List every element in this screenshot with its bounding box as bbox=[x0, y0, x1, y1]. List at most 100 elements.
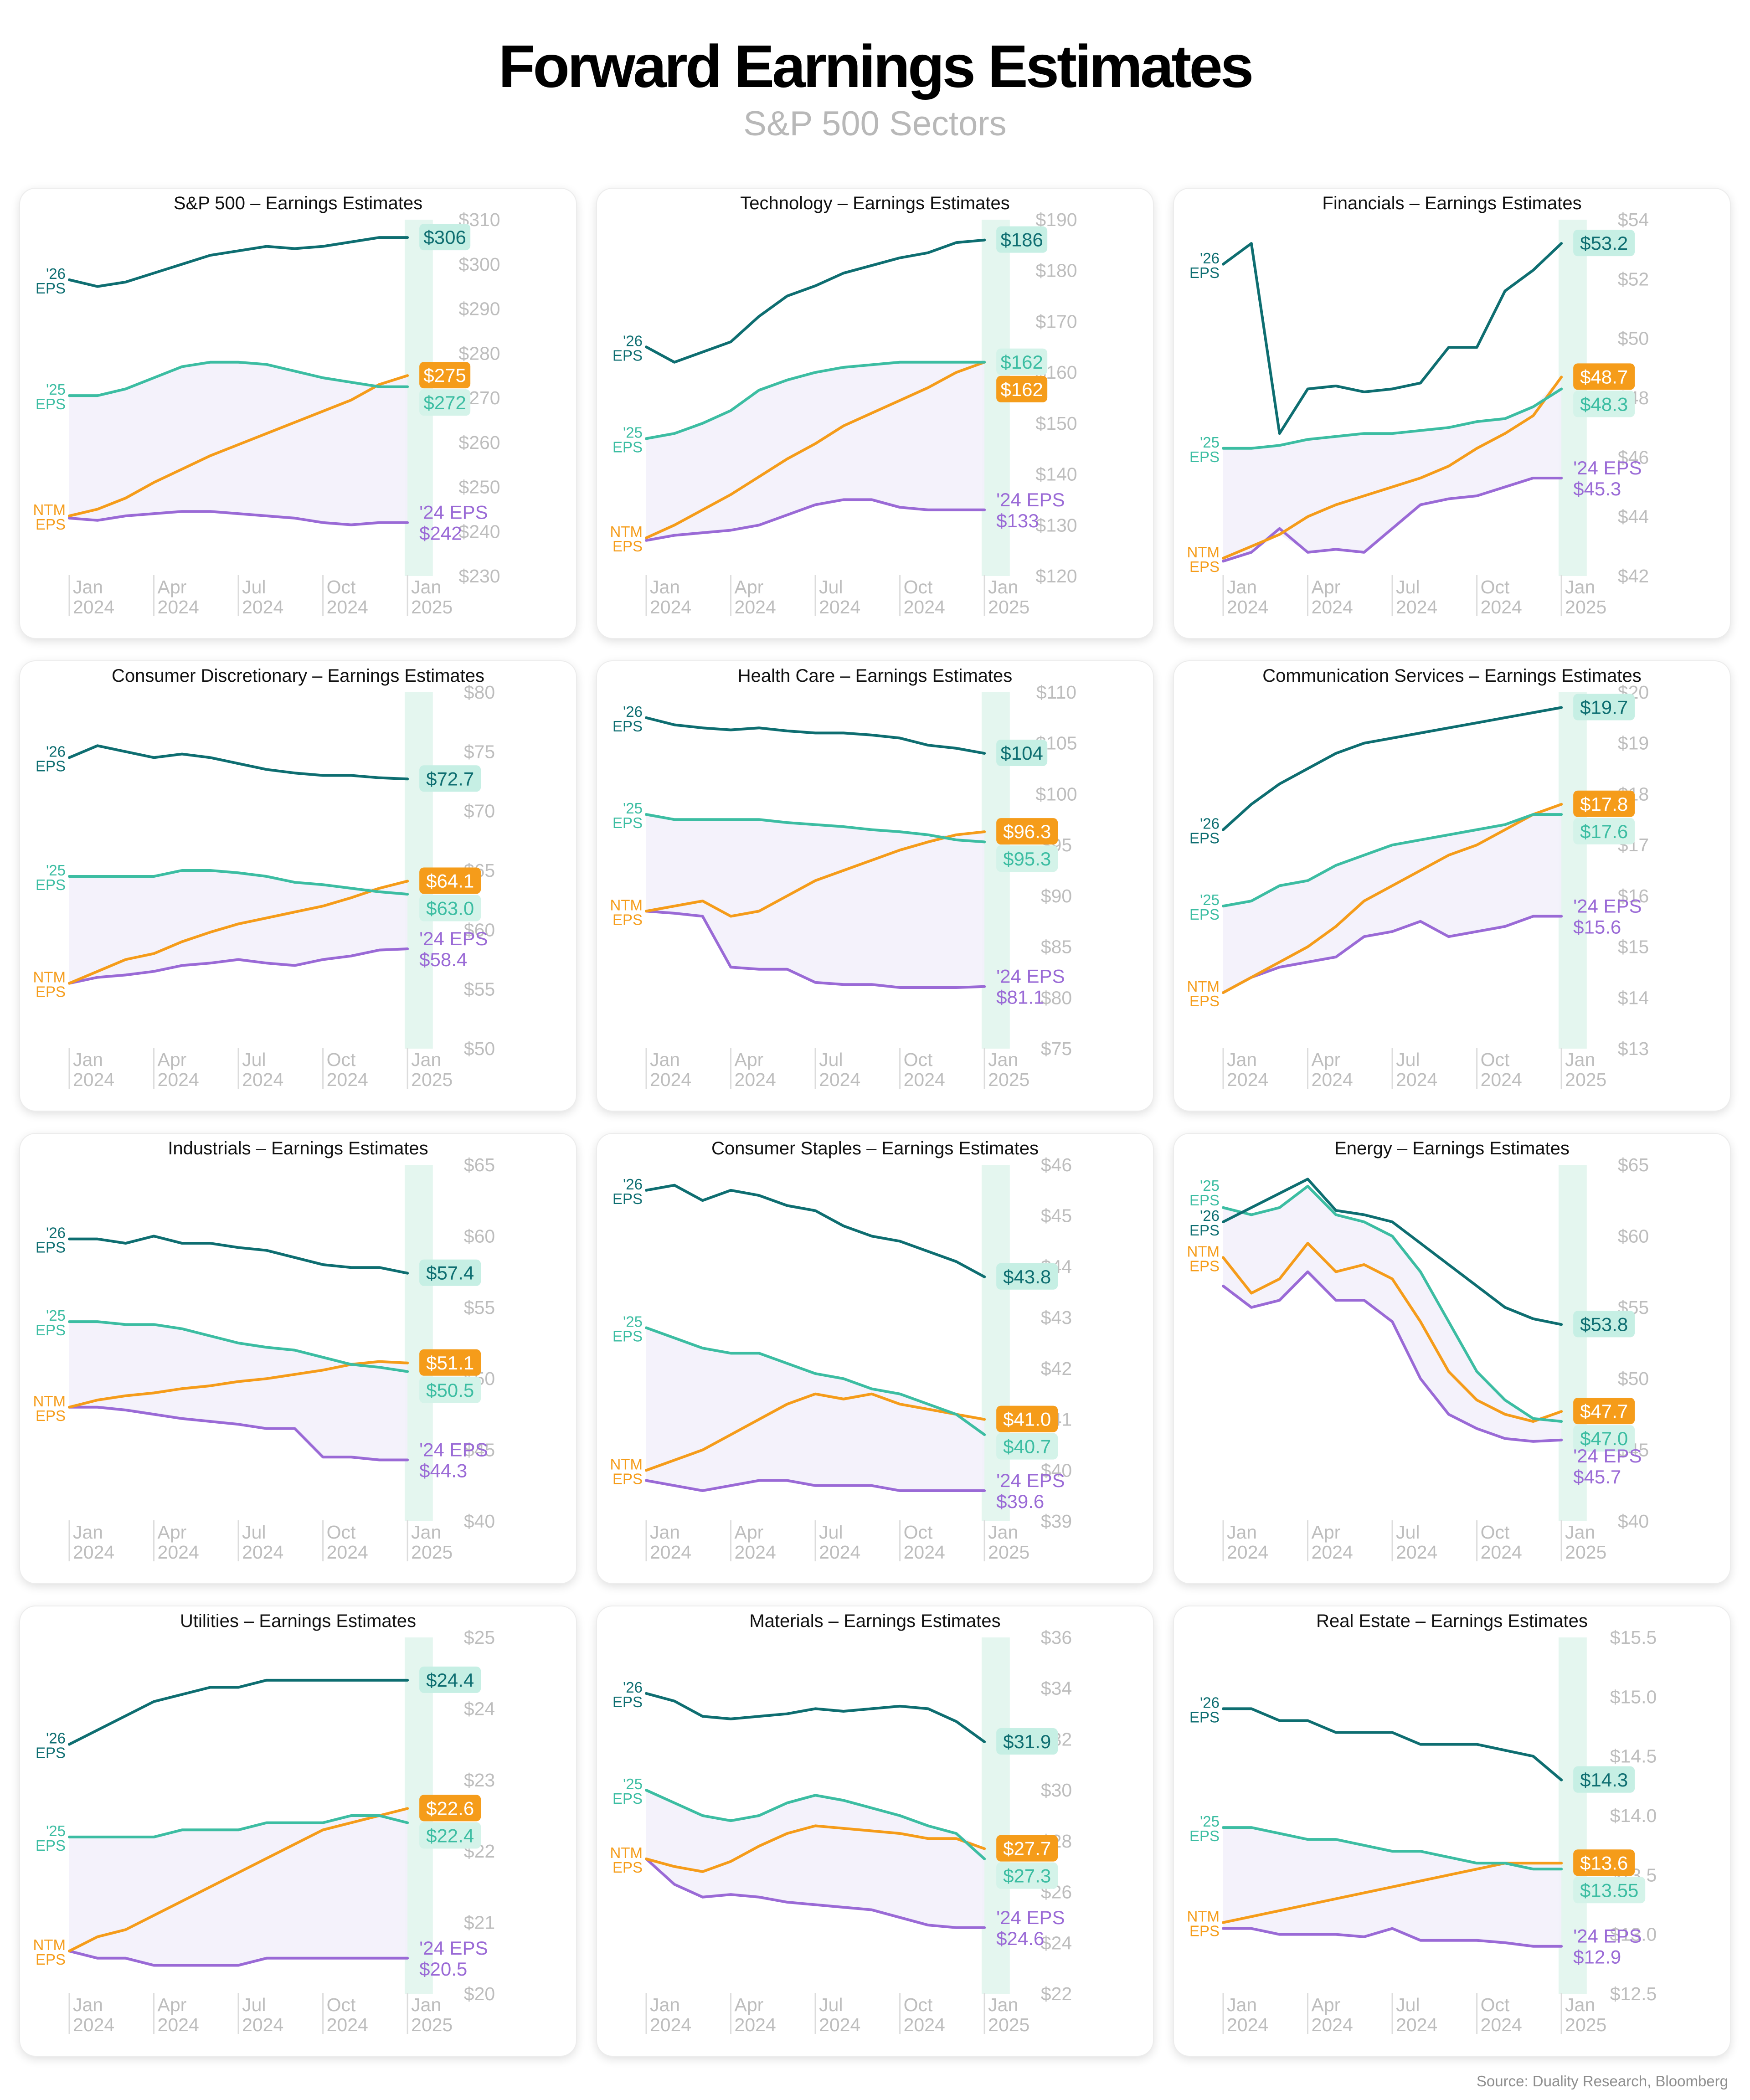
y-tick-label: $90 bbox=[1041, 885, 1072, 906]
series-end-label-eps24: '24 EPS $133 bbox=[996, 489, 1065, 531]
y-tick-label: $46 bbox=[1041, 1154, 1072, 1175]
series-end-label-eps25: $95.3 bbox=[1003, 848, 1051, 870]
series-label-ntm: NTM EPS bbox=[610, 1844, 643, 1876]
y-tick-label: $21 bbox=[464, 1912, 495, 1933]
end-label-badge-eps26 bbox=[1573, 1311, 1635, 1338]
x-tick-month: Apr bbox=[1312, 1049, 1341, 1070]
series-label-ntm: NTM EPS bbox=[1187, 1908, 1220, 1940]
chart-title: Consumer Discretionary – Earnings Estima… bbox=[112, 666, 484, 686]
chart-panel-financials: Financials – Earnings Estimates $54 $52 $50… bbox=[1174, 189, 1730, 638]
series-label-ntm: NTM EPS bbox=[33, 501, 66, 533]
series-label-eps26: '26 EPS bbox=[36, 265, 66, 297]
x-tick-year: 2024 bbox=[1396, 1542, 1437, 1563]
x-tick-month: Jan bbox=[411, 1522, 441, 1543]
chart-panel-consumer-staples: Consumer Staples – Earnings Estimates $46… bbox=[597, 1134, 1153, 1583]
series-label-ntm: NTM EPS bbox=[610, 523, 643, 555]
series-label-eps26: '26 EPS bbox=[36, 1225, 66, 1256]
end-label-badge-ntm bbox=[419, 1349, 481, 1376]
y-tick-label: $15 bbox=[1618, 937, 1649, 957]
x-tick-month: Jan bbox=[411, 1049, 441, 1070]
x-tick-year: 2024 bbox=[73, 1069, 114, 1090]
end-label-badge-eps26 bbox=[419, 1259, 481, 1286]
chart-panel-materials: Materials – Earnings Estimates$36$34$32$… bbox=[597, 1606, 1153, 2056]
y-tick-label: $44 bbox=[1618, 506, 1649, 527]
x-tick-month: Jan bbox=[73, 1522, 103, 1543]
x-tick-month: Apr bbox=[158, 1522, 187, 1543]
series-line-eps25 bbox=[645, 813, 986, 844]
series-label-eps26: '26 EPS bbox=[36, 1730, 66, 1761]
series-line-eps24 bbox=[1222, 476, 1563, 563]
series-end-label-eps25: $13.55 bbox=[1580, 1879, 1638, 1901]
series-label-eps26: '26 EPS bbox=[612, 332, 643, 364]
y-tick-label: $43 bbox=[1041, 1307, 1072, 1328]
end-label-badge-eps26 bbox=[996, 1263, 1058, 1290]
x-tick-month: Jan bbox=[1565, 1994, 1595, 2015]
x-tick-month: Jan bbox=[650, 576, 680, 597]
end-label-badge-eps25 bbox=[1573, 1877, 1646, 1904]
chart-panel-utilities: Utilities – Earnings Estimates $25 $24 $23 $… bbox=[20, 1606, 576, 2056]
x-tick-month: Oct bbox=[904, 576, 933, 597]
x-tick-month: Jul bbox=[819, 1522, 843, 1543]
series-label-ntm: NTM EPS bbox=[33, 1936, 66, 1968]
series-end-label-ntm: $64.1 bbox=[426, 870, 474, 891]
estimate-range-area bbox=[646, 1328, 985, 1491]
x-tick-year: 2024 bbox=[1227, 1542, 1268, 1563]
x-tick-year: 2025 bbox=[1565, 597, 1606, 618]
y-tick-label: $36 bbox=[1041, 1627, 1072, 1648]
x-tick-year: 2025 bbox=[988, 597, 1029, 618]
x-tick-year: 2025 bbox=[411, 597, 453, 618]
series-label-eps26: '26 EPS bbox=[612, 1679, 643, 1710]
end-label-badge-ntm bbox=[419, 362, 471, 389]
series-end-label-eps24: '24 EPS $12.9 bbox=[1573, 1925, 1642, 1968]
series-line-ntm bbox=[645, 1824, 986, 1873]
series-line-eps26 bbox=[1222, 1707, 1563, 1781]
y-tick-label: $60 bbox=[1618, 1225, 1649, 1246]
x-tick-year: 2024 bbox=[1312, 1542, 1353, 1563]
end-label-badge-ntm bbox=[1573, 1398, 1635, 1425]
x-tick-month: Oct bbox=[904, 1049, 933, 1070]
x-tick-year: 2024 bbox=[242, 2014, 283, 2035]
series-end-label-ntm: $41.0 bbox=[1003, 1409, 1051, 1430]
x-tick-year: 2024 bbox=[735, 1069, 776, 1090]
series-end-label-eps26: $53.8 bbox=[1580, 1313, 1628, 1335]
series-label-eps25: '25 EPS bbox=[612, 424, 643, 455]
y-tick-label: $120 bbox=[1035, 566, 1077, 587]
x-tick-month: Oct bbox=[904, 1522, 933, 1543]
chart-title: Utilities – Earnings Estimates bbox=[180, 1611, 416, 1631]
x-tick-year: 2024 bbox=[650, 1542, 691, 1563]
y-tick-label: $25 bbox=[464, 1627, 495, 1648]
chart-panel-technology: Technology – Earnings Estimates $190 $180 $… bbox=[597, 189, 1153, 638]
x-tick-month: Apr bbox=[1312, 576, 1341, 597]
x-tick-month: Jul bbox=[819, 1994, 843, 2015]
recent-highlight-band bbox=[1558, 1637, 1587, 1994]
x-tick-year: 2024 bbox=[1312, 1069, 1353, 1090]
series-line-eps25 bbox=[1222, 1826, 1563, 1871]
y-tick-label: $24 bbox=[1041, 1932, 1072, 1953]
series-end-label-eps25: $272 bbox=[423, 392, 466, 413]
series-label-eps25: '25 EPS bbox=[612, 1313, 643, 1344]
chart-svg-utilities: Utilities – Earnings Estimates $25 $24 $23 $… bbox=[33, 1611, 495, 2035]
y-tick-label: $75 bbox=[464, 741, 495, 762]
x-tick-year: 2024 bbox=[650, 1069, 691, 1090]
end-label-badge-eps26 bbox=[1573, 1766, 1635, 1793]
series-label-ntm: NTM EPS bbox=[1187, 1243, 1220, 1274]
y-tick-label: $110 bbox=[1036, 682, 1076, 703]
x-tick-year: 2024 bbox=[1481, 597, 1522, 618]
y-tick-label: $22 bbox=[1041, 1983, 1072, 2004]
x-tick-month: Apr bbox=[735, 1522, 764, 1543]
x-tick-month: Jan bbox=[73, 1049, 103, 1070]
end-label-badge-ntm bbox=[419, 867, 481, 894]
end-label-badge-eps25 bbox=[1573, 818, 1635, 844]
x-tick-month: Jul bbox=[1396, 1522, 1420, 1543]
end-label-badge-ntm bbox=[419, 1795, 481, 1822]
series-label-eps25: '25 EPS bbox=[1189, 1813, 1220, 1844]
series-end-label-ntm: $22.6 bbox=[426, 1797, 474, 1819]
chart-svg-industrials: Industrials – Earnings Estimates $65 $60 $5… bbox=[33, 1138, 495, 1563]
chart-panel-consumer-discretionary: Consumer Discretionary – Earnings Estima… bbox=[20, 661, 576, 1111]
y-tick-label: $50 bbox=[1618, 328, 1649, 349]
chart-svg-financials: Financials – Earnings Estimates $54 $52 $50… bbox=[1187, 193, 1649, 618]
y-tick-label: $14 bbox=[1618, 987, 1649, 1008]
y-tick-label: $42 bbox=[1618, 566, 1649, 587]
x-tick-month: Jul bbox=[819, 1049, 843, 1070]
series-line-eps26 bbox=[645, 238, 986, 364]
